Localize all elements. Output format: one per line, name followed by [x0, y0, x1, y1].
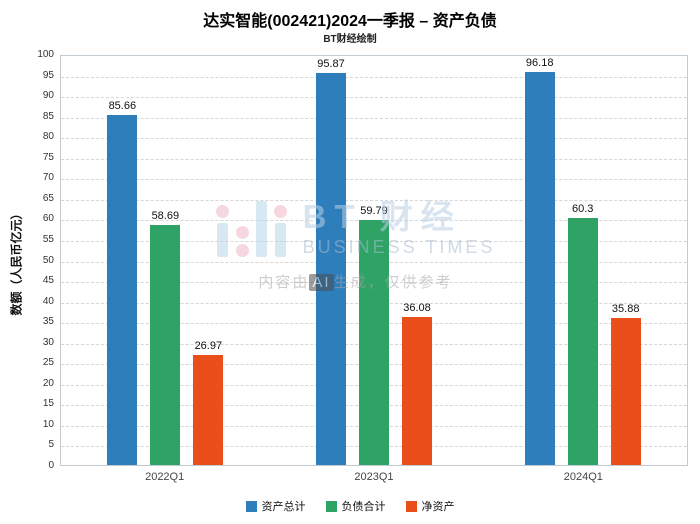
bar-负债合计-2024Q1: 60.3 — [567, 203, 598, 465]
bar-value-label: 26.97 — [194, 339, 223, 352]
bar-负债合计-2023Q1: 59.79 — [359, 205, 389, 465]
bar-净资产-2023Q1: 36.08 — [402, 302, 432, 465]
y-tick-label: 15 — [42, 398, 54, 410]
chart-title: 达实智能(002421)2024一季报 – 资产负债 — [203, 13, 497, 30]
y-tick-label: 5 — [48, 439, 54, 451]
y-tick-label: 10 — [42, 418, 54, 430]
bar-value-label: 95.87 — [317, 57, 345, 70]
legend-label: 负债合计 — [341, 501, 386, 513]
x-tick-label-2024Q1: 2024Q1 — [563, 471, 603, 483]
y-tick-label: 65 — [42, 192, 54, 204]
y-tick-label: 75 — [42, 151, 54, 163]
y-tick-label: 55 — [42, 233, 54, 245]
y-tick-label: 85 — [42, 110, 54, 122]
chart-subtitle: BT财经绘制 — [323, 34, 377, 45]
bar-净资产-2022Q1: 26.97 — [193, 340, 224, 465]
y-tick-label: 50 — [42, 254, 54, 266]
y-tick-label: 40 — [42, 295, 54, 307]
legend-swatch-icon — [405, 500, 417, 512]
bar-净资产-2024Q1: 35.88 — [610, 303, 641, 465]
bar-资产总计-2022Q1: 85.66 — [107, 100, 138, 465]
y-axis-ticks: 0 5 10 15 20 25 30 35 40 45 50 55 60 65 70 75 80 85 90 95 10… — [18, 49, 54, 471]
gridline — [61, 76, 687, 78]
y-tick-label: 80 — [42, 131, 54, 143]
legend-item-资产总计: 资产总计 — [245, 498, 306, 514]
y-tick-label: 20 — [42, 377, 54, 389]
x-tick-label-2022Q1: 2022Q1 — [145, 471, 185, 483]
y-tick-label: 30 — [42, 336, 54, 348]
plot-area: 85.66 58.69 26.97 95.87 59.79 36.08 96.18 60.3 3… — [60, 55, 688, 466]
y-tick-label: 90 — [42, 90, 54, 102]
y-tick-label: 95 — [42, 69, 54, 81]
legend-item-净资产: 净资产 — [405, 498, 455, 514]
x-axis-labels: 2022Q1 2023Q1 2024Q1 — [60, 471, 688, 483]
legend-swatch-icon — [325, 500, 337, 512]
y-tick-label: 60 — [42, 213, 54, 225]
y-tick-label: 70 — [42, 172, 54, 184]
y-tick-label: 45 — [42, 275, 54, 287]
legend: 资产总计 负债合计 净资产 — [0, 498, 700, 514]
bar-group-2023Q1: 95.87 59.79 36.08 — [270, 56, 479, 465]
bar-group-2022Q1: 85.66 58.69 26.97 — [61, 56, 270, 465]
y-tick-label: 100 — [37, 49, 54, 60]
bar-value-label: 60.3 — [571, 203, 594, 216]
gridline — [61, 199, 687, 201]
gridline — [61, 138, 687, 140]
y-tick-label: 25 — [42, 357, 54, 369]
bar-groups: 85.66 58.69 26.97 95.87 59.79 36.08 96.18 60.3 3… — [61, 56, 687, 465]
bar-value-label: 59.79 — [360, 205, 388, 218]
legend-swatch-icon — [245, 500, 257, 512]
legend-item-负债合计: 负债合计 — [325, 498, 386, 514]
x-tick-label-2023Q1: 2023Q1 — [354, 471, 394, 483]
gridline — [61, 179, 687, 181]
bar-value-label: 85.66 — [108, 99, 137, 112]
legend-label: 净资产 — [421, 501, 455, 513]
bar-group-2024Q1: 96.18 60.3 35.88 — [478, 56, 687, 465]
y-tick-label: 0 — [48, 460, 54, 471]
bar-value-label: 36.08 — [403, 302, 431, 315]
bar-value-label: 35.88 — [611, 303, 640, 316]
y-tick-label: 35 — [42, 316, 54, 328]
bar-资产总计-2023Q1: 95.87 — [316, 58, 346, 465]
bar-负债合计-2022Q1: 58.69 — [150, 210, 181, 465]
bar-value-label: 96.18 — [525, 56, 554, 69]
gridline — [61, 117, 687, 119]
gridline — [61, 158, 687, 160]
bar-资产总计-2024Q1: 96.18 — [524, 57, 555, 465]
bar-value-label: 58.69 — [151, 209, 180, 222]
legend-label: 资产总计 — [261, 501, 306, 513]
gridline — [61, 97, 687, 99]
